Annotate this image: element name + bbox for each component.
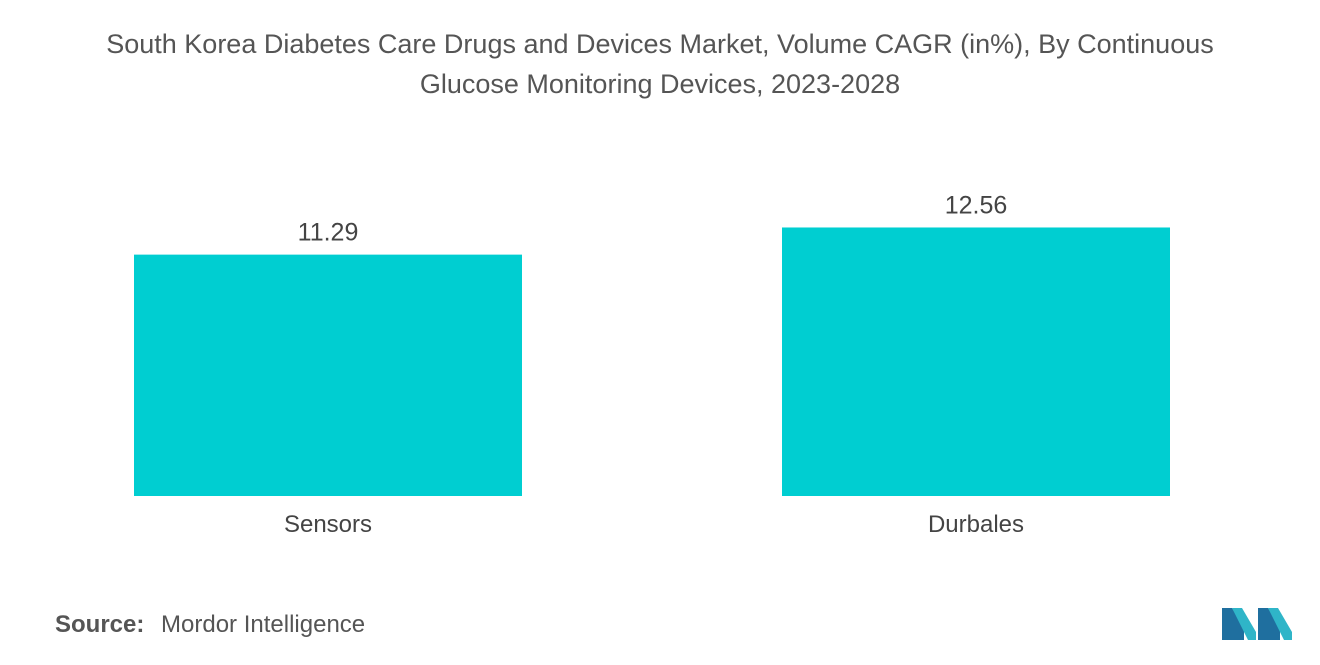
x-tick-label-sensors: Sensors — [284, 511, 372, 538]
bar-sensors — [134, 254, 522, 496]
x-tick-label-durbales: Durbales — [928, 511, 1024, 538]
source-value: Mordor Intelligence — [161, 611, 366, 638]
data-label-durbales: 12.56 — [945, 191, 1008, 219]
chart-title-line-1: South Korea Diabetes Care Drugs and Devi… — [106, 29, 1214, 59]
chart-title-line-2: Glucose Monitoring Devices, 2023-2028 — [419, 69, 901, 99]
bar-durbales — [782, 227, 1170, 496]
mordor-intelligence-logo-icon — [1222, 608, 1292, 640]
source-note: Source: Mordor Intelligence — [55, 611, 365, 639]
source-label: Source: — [55, 611, 145, 638]
data-label-sensors: 11.29 — [298, 219, 359, 247]
chart-title: South Korea Diabetes Care Drugs and Devi… — [0, 24, 1320, 104]
